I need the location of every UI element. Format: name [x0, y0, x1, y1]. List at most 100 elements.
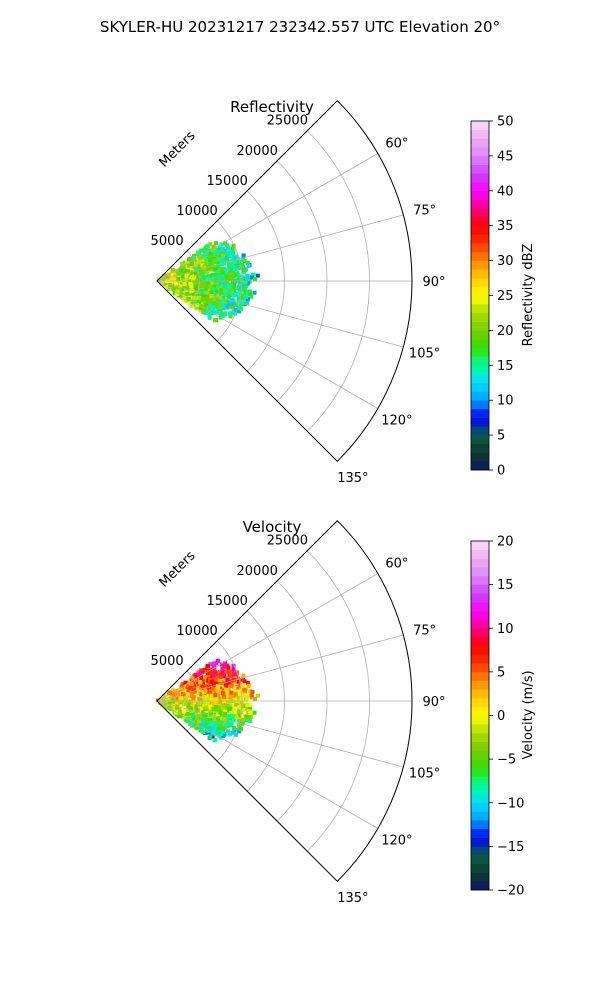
velocity-field-cell	[203, 689, 208, 694]
reflectivity-field-cell	[176, 277, 181, 281]
reflectivity-field-cell	[226, 277, 231, 282]
reflectivity-field-cell	[198, 308, 203, 313]
velocity-field-cell	[230, 730, 235, 735]
velocity-colorbar-band	[471, 863, 489, 873]
velocity-field-cell	[193, 675, 197, 680]
reflectivity-field-cell	[255, 273, 260, 278]
reflectivity-field-cell	[220, 251, 225, 256]
velocity-colorbar-band	[471, 706, 489, 716]
reflectivity-field-cell	[200, 272, 205, 277]
reflectivity-field-cell	[217, 257, 222, 262]
velocity-field-cell	[218, 675, 223, 679]
velocity-colorbar-tick-label: −10	[497, 796, 524, 811]
reflectivity-field-cell	[178, 267, 183, 272]
velocity-azimuth-tick-label: 60°	[385, 557, 408, 572]
reflectivity-colorbar-label: Reflectivity dBZ	[521, 244, 536, 347]
reflectivity-field-cell	[238, 277, 243, 281]
velocity-field-cell	[195, 708, 200, 713]
reflectivity-field-cell	[253, 277, 257, 281]
velocity-field-cell	[200, 683, 205, 688]
velocity-field-cell	[198, 680, 203, 685]
velocity-field-cell	[216, 658, 220, 663]
velocity-field-cell	[208, 704, 213, 709]
reflectivity-field-cell	[220, 270, 225, 275]
velocity-colorbar-band	[471, 593, 489, 603]
reflectivity-field-cell	[178, 280, 183, 285]
velocity-field-cell	[184, 695, 189, 700]
velocity-field-cell	[195, 715, 200, 719]
velocity-azimuth-gridline	[156, 700, 379, 829]
velocity-field-cell	[221, 704, 226, 709]
reflectivity-field-cell	[225, 288, 230, 293]
velocity-field-cell	[216, 716, 221, 721]
velocity-field-cell	[212, 720, 217, 725]
reflectivity-field-cell	[204, 296, 209, 301]
reflectivity-field-cell	[193, 284, 198, 289]
velocity-field-cell	[240, 684, 245, 688]
reflectivity-colorbar-band	[471, 435, 489, 445]
reflectivity-azimuth-tick-labels: 60° 75° 90° 105° 120° 135°	[337, 137, 445, 486]
velocity-colorbar-band	[471, 837, 489, 847]
velocity-field-cell	[225, 708, 230, 713]
reflectivity-field-cell	[192, 256, 196, 261]
velocity-field-cell	[226, 697, 231, 702]
velocity-field-cell	[201, 720, 206, 725]
velocity-field-cell	[198, 713, 202, 718]
reflectivity-field-cell	[241, 293, 246, 298]
reflectivity-field-cell	[174, 292, 179, 297]
reflectivity-azimuth-tick-label: 75°	[413, 203, 436, 218]
velocity-colorbar-band	[471, 584, 489, 594]
velocity-field-cell	[204, 716, 209, 721]
reflectivity-range-tick-label: 10000	[176, 204, 217, 219]
reflectivity-field-cell	[239, 294, 244, 299]
reflectivity-field-cell	[205, 299, 210, 304]
velocity-field-cell	[229, 714, 234, 718]
velocity-field-cell	[249, 693, 254, 698]
velocity-field-cell	[252, 710, 257, 715]
reflectivity-field-cell	[214, 273, 219, 278]
velocity-field-cell	[172, 693, 176, 697]
velocity-colorbar-band	[471, 549, 489, 559]
reflectivity-field-cell	[222, 300, 227, 305]
reflectivity-field-cell	[230, 262, 235, 267]
reflectivity-field-cell	[211, 244, 216, 249]
velocity-field-cell	[162, 699, 167, 704]
velocity-field-cell	[224, 683, 229, 688]
reflectivity-colorbar-band	[471, 173, 489, 183]
reflectivity-field-cell	[180, 287, 185, 292]
velocity-colorbar-band	[471, 802, 489, 812]
reflectivity-field-cell	[232, 266, 237, 271]
velocity-field-cell	[160, 702, 165, 707]
reflectivity-field-cell	[195, 303, 200, 308]
reflectivity-field-cell	[168, 283, 173, 287]
velocity-field-cell	[241, 718, 246, 722]
velocity-azimuth-gridline	[156, 700, 404, 768]
reflectivity-field-cell	[180, 262, 185, 267]
reflectivity-title: Reflectivity	[230, 98, 314, 116]
velocity-field-cell	[186, 702, 191, 707]
velocity-field-cell	[193, 704, 198, 709]
velocity-field-cell	[179, 710, 184, 715]
velocity-field-cell	[222, 714, 227, 719]
reflectivity-field-cell	[208, 252, 213, 257]
reflectivity-field-cell	[227, 263, 231, 268]
velocity-field-cell	[204, 705, 209, 709]
velocity-field-cell	[227, 680, 232, 685]
reflectivity-range-tick-labels: 5000 10000 15000 20000 25000	[151, 114, 308, 249]
reflectivity-field-cell	[201, 275, 206, 279]
reflectivity-field-cell	[233, 259, 237, 264]
reflectivity-field-cell	[241, 284, 246, 288]
reflectivity-range-tick-label: 25000	[267, 114, 308, 129]
reflectivity-field-cell	[178, 277, 183, 282]
reflectivity-field-cell	[206, 273, 211, 278]
reflectivity-azimuth-tick-label: 90°	[422, 275, 445, 290]
reflectivity-field-cell	[163, 282, 168, 287]
reflectivity-field-cell	[219, 312, 224, 316]
velocity-field-cell	[211, 664, 216, 669]
reflectivity-field-cell	[201, 289, 206, 294]
reflectivity-colorbar-band	[471, 278, 489, 288]
velocity-field-cell	[225, 729, 230, 734]
reflectivity-field-cell	[208, 299, 213, 303]
reflectivity-field-cell	[171, 284, 175, 289]
velocity-field-cell	[201, 685, 206, 690]
